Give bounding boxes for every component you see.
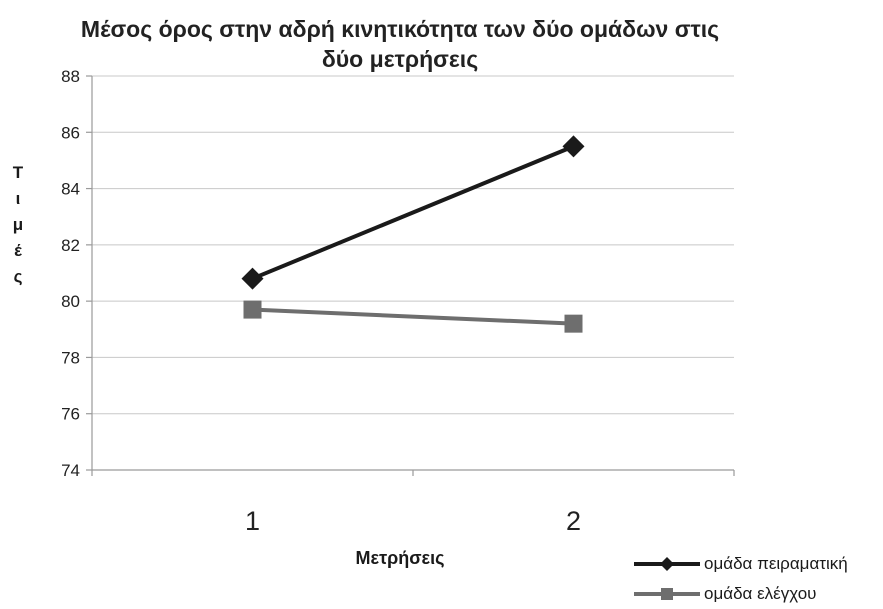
y-axis-label-char: ς xyxy=(13,267,23,286)
series-line-2 xyxy=(252,307,574,326)
y-tick-label: 76 xyxy=(61,405,80,424)
data-point-diamond xyxy=(562,135,585,158)
x-axis-label: Μετρήσεις xyxy=(355,548,445,568)
y-tick-label: 80 xyxy=(61,292,80,311)
y-axis-label: Τ ι μ έ ς xyxy=(4,160,32,290)
series-line-1 xyxy=(251,144,575,281)
legend-marker-diamond-icon xyxy=(634,557,700,571)
y-tick-label: 84 xyxy=(61,180,80,199)
y-axis-label-char: ι xyxy=(15,189,21,208)
legend-item-series-1: ομάδα πειραματική xyxy=(632,549,882,579)
legend: ομάδα πειραματική ομάδα ελέγχου xyxy=(632,549,882,609)
y-tick-label: 86 xyxy=(61,123,80,142)
y-tick-label: 78 xyxy=(61,348,80,367)
chart-title-line-1: Μέσος όρος στην αδρή κινητικότητα των δύ… xyxy=(80,16,720,42)
y-tick-label: 74 xyxy=(61,461,80,480)
chart-title: Μέσος όρος στην αδρή κινητικότητα των δύ… xyxy=(0,14,800,74)
y-axis-label-char: έ xyxy=(14,241,22,260)
y-axis-label-char: Τ xyxy=(12,163,24,182)
y-axis-label-char: μ xyxy=(12,215,24,234)
data-point-square xyxy=(243,300,262,319)
y-tick-label: 82 xyxy=(61,236,80,255)
legend-label-series-1: ομάδα πειραματική xyxy=(704,554,848,573)
x-tick-label: 1 xyxy=(245,506,260,536)
chart-title-line-2: δύο μετρήσεις xyxy=(321,46,479,72)
data-point-diamond xyxy=(241,267,264,290)
x-tick-label: 2 xyxy=(566,506,581,536)
y-tick-label: 88 xyxy=(61,67,80,86)
legend-item-series-2: ομάδα ελέγχου xyxy=(632,579,882,609)
data-point-square xyxy=(564,314,583,333)
legend-marker-square-icon xyxy=(634,588,700,600)
legend-label-series-2: ομάδα ελέγχου xyxy=(704,584,817,603)
